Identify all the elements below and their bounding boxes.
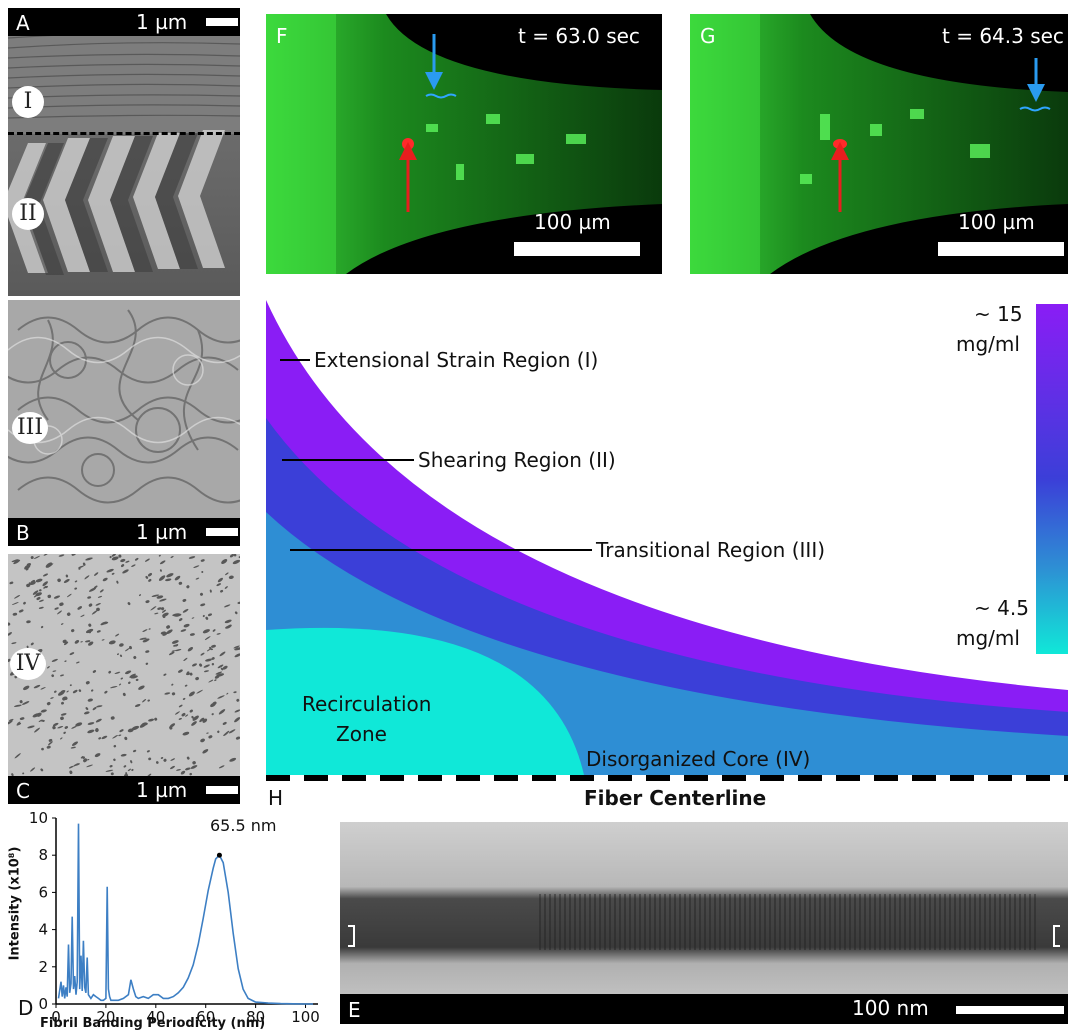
panel-a: A 1 µm I II [8, 8, 240, 296]
h-recirc-zone [266, 627, 584, 775]
panel-b: III B 1 µm [8, 300, 240, 546]
d-ytick-label: 2 [38, 958, 48, 976]
h-core-label: Disorganized Core (IV) [586, 747, 811, 771]
h-colorbar [1036, 304, 1068, 654]
panel-g-fluorescence [690, 14, 1068, 274]
d-xtick-label: 0 [51, 1008, 61, 1026]
panel-g: G t = 64.3 sec 100 µm [690, 14, 1068, 274]
d-xtick-label: 60 [196, 1008, 215, 1026]
d-xtick-label: 40 [146, 1008, 165, 1026]
panel-f-fluorescence [266, 14, 662, 274]
d-series-line [57, 823, 313, 1005]
panel-c: IV C 1 µm [8, 554, 240, 804]
d-ytick-label: 4 [38, 921, 48, 939]
h-conc-high-unit: mg/ml [956, 332, 1020, 356]
panel-e-bar [340, 994, 1068, 1024]
panel-a-divider [8, 132, 240, 135]
d-peak-annotation: 65.5 nm [210, 816, 277, 835]
d-ytick-label: 10 [29, 809, 48, 827]
panel-g-time: t = 64.3 sec [942, 24, 1064, 48]
panel-d: 0 2 4 6 8 10 0 20 40 60 80 100 D Fibril Banding Per… [0, 808, 330, 1034]
panel-g-scale-label: 100 µm [958, 210, 1035, 234]
panel-c-scale-bar [206, 786, 238, 794]
panel-e-scale-bar [956, 1006, 1064, 1014]
panel-b-letter: B [16, 521, 30, 545]
panel-f-time: t = 63.0 sec [518, 24, 640, 48]
h-region-2: Shearing Region (II) [418, 448, 616, 472]
panel-c-zone-iv: IV [10, 648, 46, 680]
panel-a-zone-i: I [12, 86, 44, 118]
d-xtick-label: 80 [246, 1008, 265, 1026]
panel-f-letter: F [276, 24, 288, 48]
d-ytick-label: 0 [38, 995, 48, 1013]
panel-e-scale-label: 100 nm [852, 996, 929, 1020]
panel-c-scale-label: 1 µm [136, 778, 188, 802]
panel-a-micrograph [8, 8, 240, 296]
panel-a-scale-label: 1 µm [136, 10, 188, 34]
h-region-3: Transitional Region (III) [596, 538, 826, 562]
panel-b-scale-bar [206, 528, 238, 536]
panel-f-scale-bar [514, 242, 640, 256]
panel-e: E 100 nm [340, 822, 1068, 1024]
d-peak-marker [216, 852, 222, 858]
panel-f: F t = 63.0 sec 100 µm [266, 14, 662, 274]
h-recirc-label-1: Recirculation [302, 692, 432, 716]
d-letter: D [18, 996, 34, 1020]
h-conc-low-unit: mg/ml [956, 626, 1020, 650]
panel-h: Extensional Strain Region (I) Shearing R… [266, 300, 1068, 810]
panel-b-scale-label: 1 µm [136, 520, 188, 544]
panel-h-schematic [266, 300, 1068, 781]
h-recirc-label-2: Zone [336, 722, 387, 746]
h-centerline-label: Fiber Centerline [584, 786, 767, 810]
h-conc-low: ~ 4.5 [974, 596, 1029, 620]
d-xtick-label: 100 [291, 1008, 320, 1026]
panel-c-bar [8, 776, 240, 804]
panel-a-letter: A [16, 11, 30, 35]
d-ytick-label: 8 [38, 846, 48, 864]
panel-e-letter: E [348, 998, 361, 1022]
panel-b-micrograph [8, 300, 240, 546]
panel-e-micrograph [340, 822, 1068, 1024]
panel-a-bar [8, 8, 240, 36]
panel-a-zone-ii: II [12, 198, 44, 230]
panel-a-scale-bar [206, 18, 238, 26]
h-region-1: Extensional Strain Region (I) [314, 348, 599, 372]
panel-c-letter: C [16, 779, 30, 803]
panel-c-micrograph [8, 554, 240, 804]
panel-f-scale-label: 100 µm [534, 210, 611, 234]
d-xtick-label: 20 [96, 1008, 115, 1026]
panel-b-bar [8, 518, 240, 546]
d-ytick-label: 6 [38, 883, 48, 901]
d-ylabel: Intensity (x10⁸) [7, 846, 23, 961]
panel-g-scale-bar [938, 242, 1064, 256]
h-conc-high: ~ 15 [974, 302, 1023, 326]
h-letter: H [268, 786, 284, 810]
d-xlabel: Fibril Banding Periodicity (nm) [40, 1016, 266, 1031]
panel-b-zone-iii: III [12, 412, 48, 444]
panel-g-letter: G [700, 24, 716, 48]
